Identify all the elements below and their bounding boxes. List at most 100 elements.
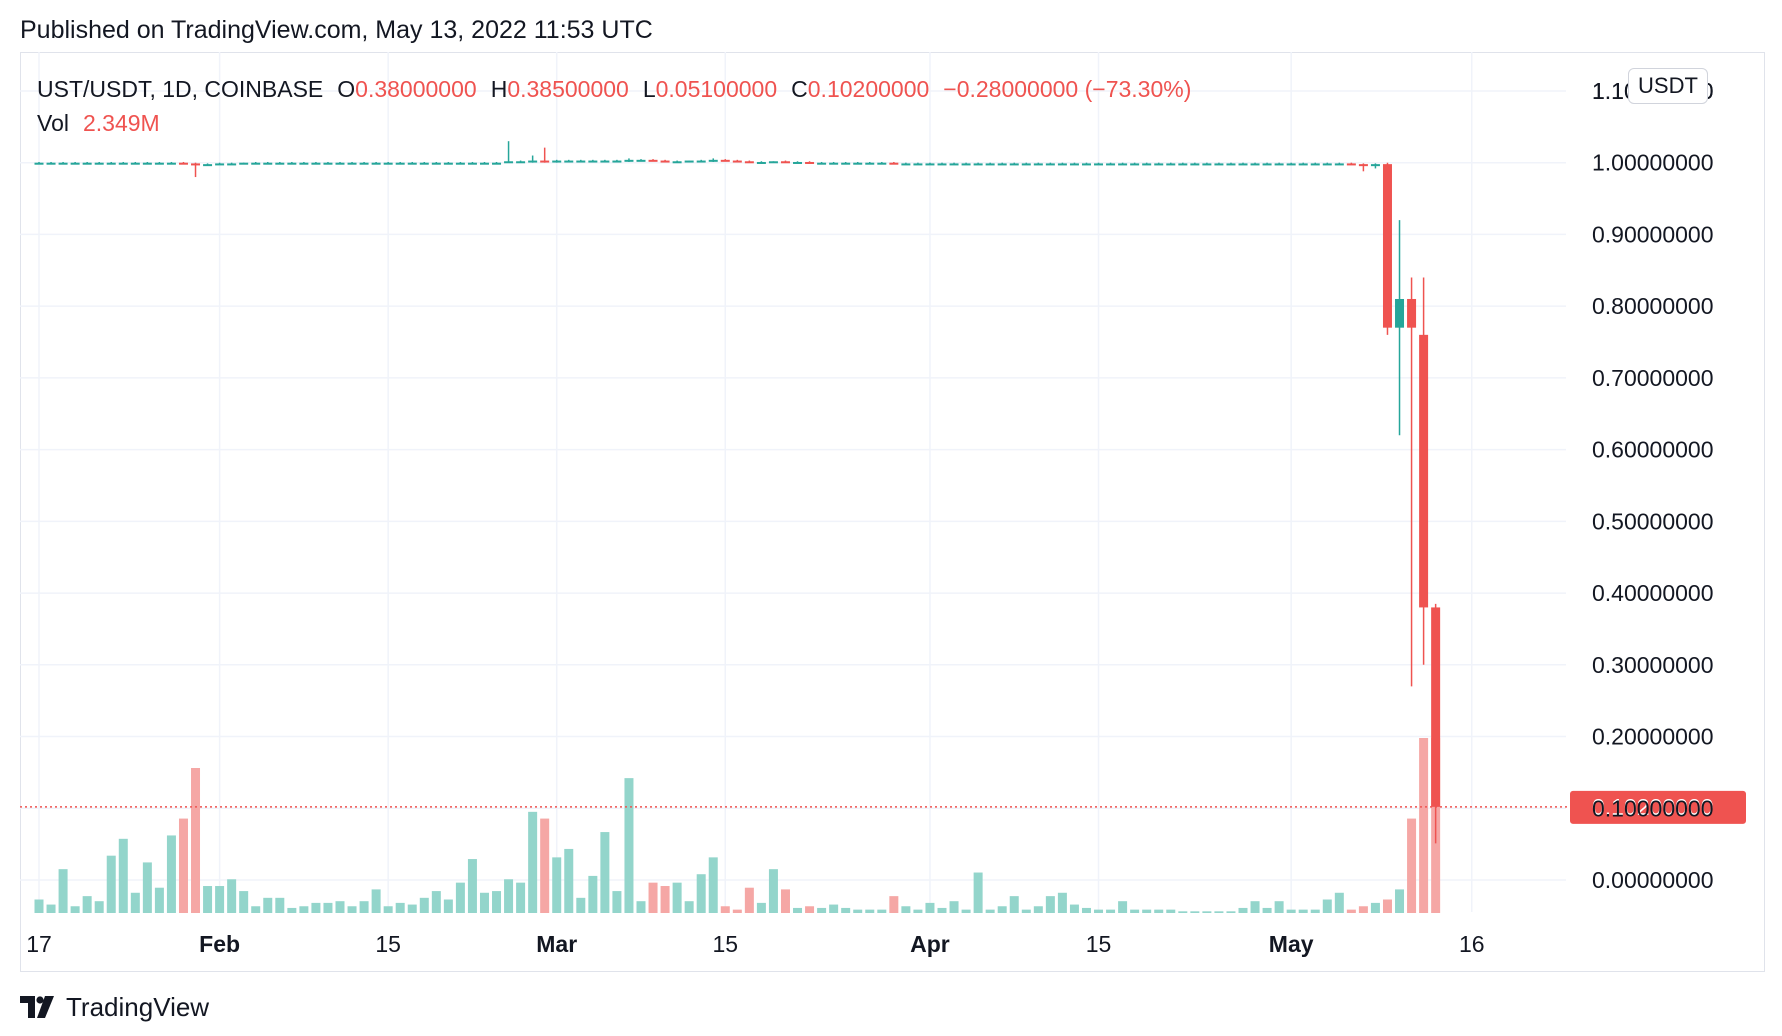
candle-body xyxy=(1057,163,1067,166)
volume-bar xyxy=(227,879,237,913)
x-tick-label: Apr xyxy=(910,931,950,957)
candle-body xyxy=(166,162,176,165)
volume-bar xyxy=(696,874,706,913)
footer-brand[interactable]: TradingView xyxy=(66,991,210,1022)
last-price-line: 0.10200000 xyxy=(20,790,1746,824)
volume-bar xyxy=(82,896,92,913)
volume-bar xyxy=(841,907,851,913)
candle-body xyxy=(1274,163,1284,166)
candle-body xyxy=(985,163,995,166)
volume-bar xyxy=(756,902,766,913)
chart-legend: UST/USDT, 1D, COINBASE O0.38000000 H0.3850… xyxy=(37,72,1191,140)
volume-bar xyxy=(1395,889,1405,913)
volume-bar xyxy=(263,897,273,913)
grid xyxy=(20,52,1566,912)
volume-bar xyxy=(865,909,875,913)
candle-body xyxy=(407,162,417,165)
volume-bar xyxy=(1262,907,1272,913)
candle-body xyxy=(1250,163,1260,166)
candle-body xyxy=(106,162,116,165)
volume-bar xyxy=(431,891,441,913)
candle-body xyxy=(118,162,128,165)
volume-bar xyxy=(1154,909,1164,913)
candle-body xyxy=(997,163,1007,166)
volume-bar xyxy=(588,875,598,913)
candle-body xyxy=(961,163,971,166)
volume-bar xyxy=(323,902,333,913)
symbol-label[interactable]: UST/USDT, 1D, COINBASE xyxy=(37,76,324,102)
footer: TradingView xyxy=(20,990,209,1024)
volume-row: Vol 2.349M xyxy=(37,106,1191,140)
candle-body xyxy=(720,159,730,162)
volume-bar xyxy=(118,838,128,913)
volume-bar xyxy=(672,882,682,913)
y-tick-label: 0.70000000 xyxy=(1592,365,1714,391)
last-price-label: 0.10200000 xyxy=(1592,794,1714,820)
x-tick-label: 15 xyxy=(1086,931,1112,957)
close-value: 0.10200000 xyxy=(807,76,930,102)
volume-bar xyxy=(1298,909,1308,913)
volume-bars xyxy=(34,738,1441,913)
candle-body xyxy=(1045,163,1055,166)
volume-bar xyxy=(1226,911,1236,913)
volume-bar xyxy=(805,906,815,913)
candle-body xyxy=(251,162,261,165)
volume-bar xyxy=(1118,901,1128,913)
candle-body xyxy=(1262,163,1272,166)
candle-body xyxy=(600,160,610,163)
volume-bar xyxy=(877,909,887,913)
volume-bar xyxy=(516,882,526,913)
volume-bar xyxy=(1081,907,1091,913)
candle-body xyxy=(1094,163,1104,166)
candle-body xyxy=(1358,164,1368,167)
price-axis[interactable]: 0.00000000 0.10000000 0.20000000 0.30000000… xyxy=(1592,78,1714,893)
y-tick-label: 0.80000000 xyxy=(1592,293,1714,319)
volume-bar xyxy=(504,879,514,913)
candle-body xyxy=(1370,164,1380,167)
volume-bar xyxy=(636,901,646,913)
candle-body xyxy=(1130,163,1140,166)
high-label: H xyxy=(490,76,508,102)
candle-body xyxy=(1431,607,1441,807)
volume-bar xyxy=(58,869,68,913)
volume-bar xyxy=(347,906,357,913)
volume-bar xyxy=(335,901,345,913)
candle-body xyxy=(1154,163,1164,166)
candle-body xyxy=(817,162,827,165)
tradingview-logo-icon[interactable] xyxy=(20,996,58,1018)
x-tick-label: 15 xyxy=(375,931,401,957)
volume-bar xyxy=(1322,899,1332,913)
candle-body xyxy=(829,162,839,165)
volume-bar xyxy=(383,906,393,913)
volume-bar xyxy=(203,886,213,913)
volume-bar xyxy=(624,778,634,913)
candle-body xyxy=(552,160,562,163)
currency-badge[interactable]: USDT xyxy=(1628,68,1708,104)
x-tick-label: 17 xyxy=(26,931,52,957)
volume-bar xyxy=(299,906,309,913)
candle-body xyxy=(913,163,923,166)
y-tick-label: 1.00000000 xyxy=(1592,150,1714,176)
volume-bar xyxy=(720,906,730,913)
volume-bar xyxy=(1286,909,1296,913)
volume-bar xyxy=(287,907,297,913)
volume-bar xyxy=(1407,818,1417,913)
y-tick-label: 0.20000000 xyxy=(1592,724,1714,750)
candle-body xyxy=(793,161,803,164)
candle-body xyxy=(756,161,766,164)
volume-bar xyxy=(1069,904,1079,913)
volume-bar xyxy=(1346,909,1356,913)
volume-bar xyxy=(1419,738,1429,913)
volume-bar xyxy=(1334,892,1344,913)
time-axis[interactable]: 17 Feb 15 Mar 15 Apr 15 May 16 xyxy=(26,931,1484,957)
volume-bar xyxy=(191,768,201,913)
candle-body xyxy=(1395,298,1405,328)
high-value: 0.38500000 xyxy=(507,76,629,102)
candle-body xyxy=(443,162,453,165)
volume-label[interactable]: Vol xyxy=(37,110,69,136)
candle-body xyxy=(877,162,887,165)
ohlc-row: UST/USDT, 1D, COINBASE O0.38000000 H0.3850… xyxy=(37,72,1191,106)
candle-body xyxy=(178,162,188,165)
candle-body xyxy=(299,162,309,165)
